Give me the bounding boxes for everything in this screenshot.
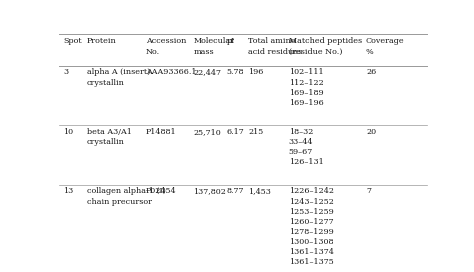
Text: collagen alpha-1 (I)
chain precursor: collagen alpha-1 (I) chain precursor <box>87 187 166 206</box>
Text: AAA93366.1: AAA93366.1 <box>146 69 196 76</box>
Text: Matched peptides
(residue No.): Matched peptides (residue No.) <box>289 38 362 55</box>
Text: Protein: Protein <box>87 38 117 45</box>
Text: 5.78: 5.78 <box>227 69 244 76</box>
Text: 22,447: 22,447 <box>193 69 221 76</box>
Text: 25,710: 25,710 <box>193 128 221 136</box>
Text: 18–32
33–44
59–67
126–131: 18–32 33–44 59–67 126–131 <box>289 128 324 166</box>
Text: 13: 13 <box>63 187 73 195</box>
Text: 8.77: 8.77 <box>227 187 244 195</box>
Text: 3: 3 <box>63 69 68 76</box>
Text: P14881: P14881 <box>146 128 176 136</box>
Text: 6.17: 6.17 <box>227 128 244 136</box>
Text: 26: 26 <box>366 69 376 76</box>
Text: 20: 20 <box>366 128 376 136</box>
Text: 10: 10 <box>63 128 73 136</box>
Text: 1,453: 1,453 <box>248 187 271 195</box>
Text: Accession
No.: Accession No. <box>146 38 186 55</box>
Text: 102–111
112–122
169–189
169–196: 102–111 112–122 169–189 169–196 <box>289 69 324 107</box>
Text: P02454: P02454 <box>146 187 176 195</box>
Text: Coverage
%: Coverage % <box>366 38 405 55</box>
Text: 215: 215 <box>248 128 264 136</box>
Text: 7: 7 <box>366 187 371 195</box>
Text: Spot: Spot <box>63 38 82 45</box>
Text: alpha A (insert)
crystallin: alpha A (insert) crystallin <box>87 69 150 86</box>
Text: 196: 196 <box>248 69 264 76</box>
Text: Total amino
acid residues: Total amino acid residues <box>248 38 302 55</box>
Text: pI: pI <box>227 38 235 45</box>
Text: Molecular
mass: Molecular mass <box>193 38 234 55</box>
Text: 137,802: 137,802 <box>193 187 226 195</box>
Text: 1226–1242
1243–1252
1253–1259
1260–1277
1278–1299
1300–1308
1361–1374
1361–1375: 1226–1242 1243–1252 1253–1259 1260–1277 … <box>289 187 334 266</box>
Text: beta A3/A1
crystallin: beta A3/A1 crystallin <box>87 128 132 146</box>
